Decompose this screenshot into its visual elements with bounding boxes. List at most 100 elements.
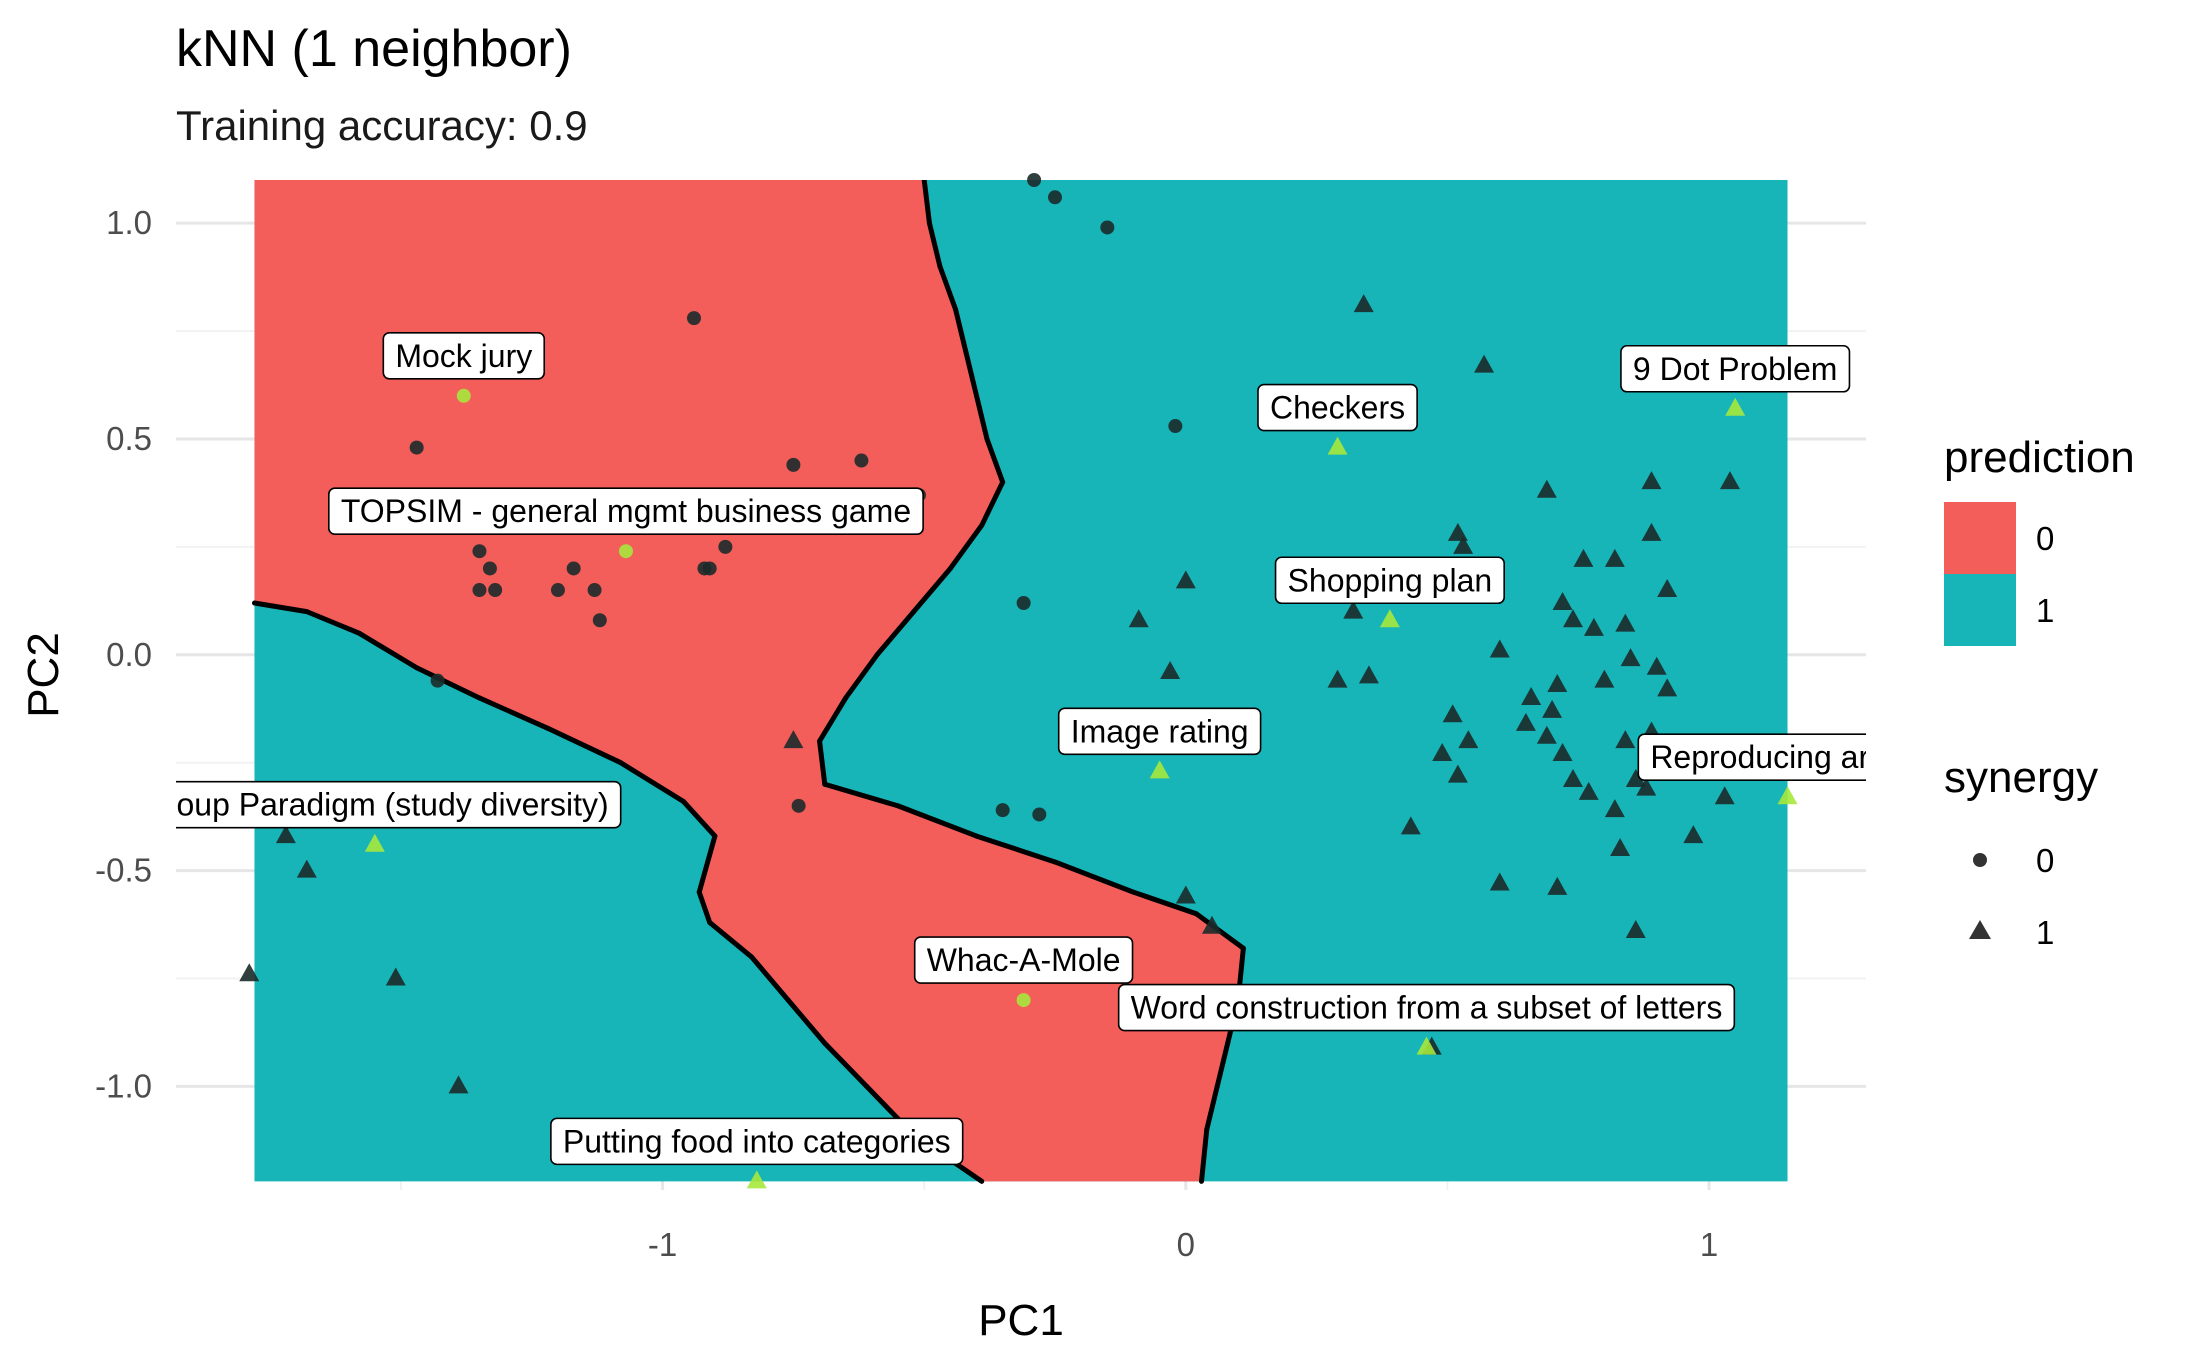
legend-prediction-title: prediction [1944, 433, 2135, 482]
x-axis-ticks: -1 0 1 [648, 1226, 1718, 1263]
decision-boundary-segment [974, 833, 1058, 865]
point-label-box [1620, 344, 1851, 393]
decision-boundary-segment [817, 695, 849, 744]
point-label-text: Mock jury [395, 338, 532, 374]
point-synergy-1 [385, 967, 406, 986]
decision-boundary-segment [785, 997, 828, 1046]
point-synergy-0 [472, 583, 487, 598]
legend-key-synergy-1-triangle [1969, 920, 1991, 939]
point-synergy-1 [239, 963, 260, 982]
legend-swatch-prediction-1 [1944, 574, 2016, 646]
point-label: Checkers [1257, 383, 1418, 432]
point-label-box [1637, 733, 1866, 782]
highlight-point-6 [1149, 760, 1170, 779]
decision-boundary-segment [1214, 1040, 1231, 1089]
point-label: Putting food into categories [550, 1117, 964, 1166]
x-tick-label: 0 [1177, 1226, 1195, 1263]
point-synergy-1 [1562, 609, 1583, 628]
point-synergy-1 [1343, 600, 1364, 619]
point-synergy-1 [1547, 876, 1568, 895]
legend-label-prediction-1: 1 [2036, 592, 2054, 629]
decision-boundary-segment [1204, 1083, 1220, 1133]
decision-boundary-segment [953, 306, 969, 356]
point-synergy-1 [1353, 294, 1374, 313]
decision-boundary-segment [963, 350, 980, 399]
point-label: Group Paradigm (study diversity) [141, 780, 622, 829]
point-synergy-1 [1201, 915, 1222, 934]
y-tick-label: -0.5 [95, 852, 152, 889]
point-label-text: Group Paradigm (study diversity) [141, 787, 609, 823]
decision-boundary-segment [476, 695, 550, 731]
point-synergy-1 [1610, 838, 1631, 857]
decision-boundary-segment [984, 436, 1006, 485]
decision-boundary-segment [618, 760, 687, 805]
point-labels: Mock jury TOPSIM - general mgmt business … [141, 332, 1866, 1166]
point-synergy-1 [1641, 522, 1662, 541]
point-synergy-1 [1641, 471, 1662, 490]
point-synergy-0 [791, 798, 806, 813]
legend-label-prediction-0: 0 [2036, 520, 2054, 557]
decision-boundary-segment [979, 479, 1006, 528]
point-synergy-1 [1400, 816, 1421, 835]
point-synergy-1 [1636, 777, 1657, 796]
highlight-point-1 [456, 388, 471, 403]
point-synergy-1 [1657, 678, 1678, 697]
point-synergy-0 [1027, 173, 1042, 187]
point-label-box [382, 332, 546, 380]
point-synergy-1 [1458, 730, 1479, 749]
point-synergy-1 [1578, 781, 1599, 800]
point-synergy-1 [1160, 661, 1181, 680]
point-synergy-1 [1442, 704, 1463, 723]
decision-boundary-segment [251, 600, 310, 615]
point-label-box [1117, 983, 1736, 1032]
point-synergy-1 [1128, 609, 1149, 628]
point-synergy-1 [1646, 656, 1667, 675]
point-synergy-1 [1583, 617, 1604, 636]
point-synergy-1 [1657, 579, 1678, 598]
point-synergy-0 [1016, 595, 1031, 610]
point-synergy-0 [702, 561, 717, 576]
point-synergy-1 [1552, 591, 1573, 610]
highlight-point-7 [1777, 786, 1798, 805]
point-label-text: Word construction from a subset of lette… [1131, 990, 1723, 1026]
point-synergy-1 [1625, 768, 1646, 787]
point-synergy-1 [1447, 764, 1468, 783]
point-synergy-1 [1683, 825, 1704, 844]
point-synergy-0 [587, 583, 602, 598]
point-label: Mock jury [382, 332, 546, 380]
point-synergy-1 [1432, 743, 1453, 762]
decision-boundary-segment [1052, 859, 1136, 895]
y-tick-label: 1.0 [106, 204, 152, 241]
point-label-box [913, 936, 1134, 984]
point-synergy-1 [1489, 639, 1510, 658]
point-synergy-0 [472, 544, 487, 559]
point-synergy-0 [1048, 190, 1063, 205]
point-synergy-0 [786, 457, 801, 472]
chart-title: kNN (1 neighbor) [176, 20, 572, 78]
legend-swatch-prediction-0 [1944, 502, 2016, 574]
point-synergy-0 [566, 561, 581, 576]
point-label-text: 9 Dot Problem [1633, 351, 1838, 387]
point-synergy-0 [409, 440, 424, 455]
point-synergy-1 [448, 1075, 469, 1094]
highlight-point-4 [1725, 397, 1746, 416]
decision-boundary-segment [895, 803, 980, 839]
decision-boundary-segment [544, 725, 624, 766]
decision-boundary-segment [822, 781, 901, 809]
point-synergy-0 [482, 561, 497, 576]
point-synergy-0 [686, 311, 701, 326]
point-label: Reproducing arts [1637, 733, 1866, 782]
point-synergy-0 [718, 539, 733, 554]
decision-boundary-segment [414, 665, 482, 701]
highlight-point-10 [1416, 1036, 1437, 1055]
point-synergy-0 [592, 613, 607, 628]
point-label-text: Checkers [1270, 390, 1405, 426]
highlight-point-2 [618, 544, 633, 559]
point-synergy-1 [1358, 665, 1379, 684]
point-synergy-1 [1175, 570, 1196, 589]
point-label-box [1274, 556, 1505, 605]
highlight-point-11 [746, 1170, 767, 1189]
point-synergy-1 [275, 825, 296, 844]
point-synergy-1 [1542, 699, 1563, 718]
